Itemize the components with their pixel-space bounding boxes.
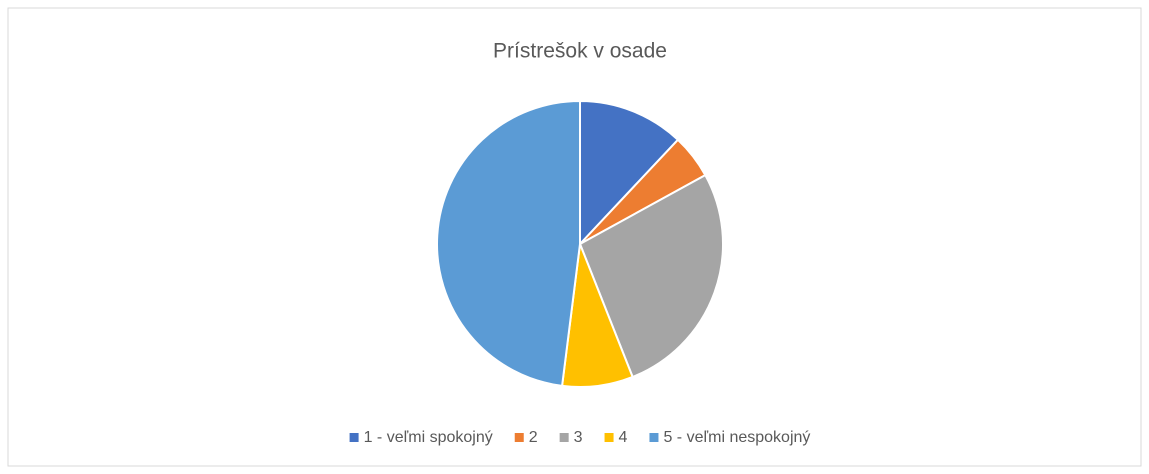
legend-swatch bbox=[649, 433, 659, 442]
legend-label: 1 - veľmi spokojný bbox=[364, 429, 493, 446]
pie-slice bbox=[436, 99, 581, 387]
legend-label: 4 bbox=[619, 429, 628, 446]
pie-slice bbox=[579, 99, 680, 247]
pie-slice bbox=[578, 173, 724, 379]
legend-label: 2 bbox=[529, 429, 538, 446]
legend-swatch bbox=[604, 433, 614, 442]
legend-swatch bbox=[559, 433, 569, 442]
legend-swatch bbox=[349, 433, 359, 442]
legend-label: 3 bbox=[574, 429, 583, 446]
chart-title: Prístrešok v osade bbox=[493, 40, 667, 63]
legend-label: 5 - veľmi nespokojný bbox=[663, 429, 810, 446]
legend-swatch bbox=[514, 433, 524, 442]
